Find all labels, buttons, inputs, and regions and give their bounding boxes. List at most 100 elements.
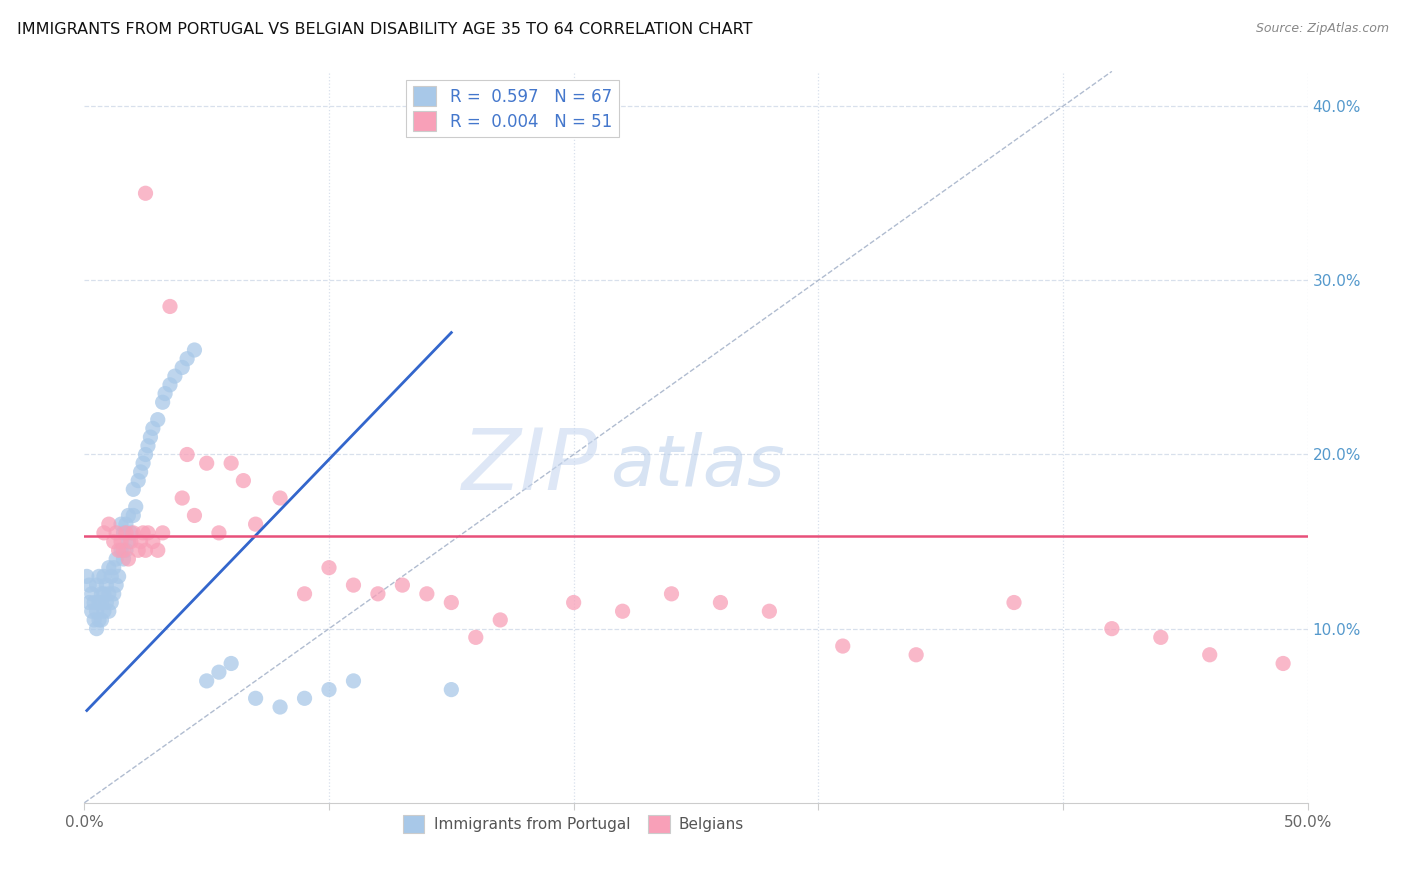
Point <box>905 648 928 662</box>
Point <box>440 682 463 697</box>
Point <box>318 682 340 697</box>
Point <box>127 543 149 558</box>
Point <box>105 578 128 592</box>
Point <box>117 508 139 523</box>
Point <box>77 595 100 609</box>
Point <box>294 691 316 706</box>
Point <box>1198 648 1220 662</box>
Point <box>112 552 135 566</box>
Point <box>129 465 152 479</box>
Point <box>122 508 145 523</box>
Point <box>152 525 174 540</box>
Point <box>90 613 112 627</box>
Point <box>127 474 149 488</box>
Point <box>132 456 155 470</box>
Point <box>172 360 194 375</box>
Point <box>80 587 103 601</box>
Point <box>105 552 128 566</box>
Point <box>219 456 242 470</box>
Point <box>120 525 142 540</box>
Point <box>318 560 340 574</box>
Point <box>172 491 194 505</box>
Point <box>391 578 413 592</box>
Point <box>661 587 683 601</box>
Point <box>342 673 364 688</box>
Point <box>1002 595 1025 609</box>
Point <box>122 525 145 540</box>
Point <box>107 569 129 583</box>
Point <box>87 569 110 583</box>
Point <box>112 543 135 558</box>
Point <box>112 525 135 540</box>
Point <box>183 343 205 357</box>
Point <box>142 534 165 549</box>
Point <box>117 552 139 566</box>
Point <box>153 386 176 401</box>
Point <box>152 395 174 409</box>
Point <box>139 430 162 444</box>
Point <box>245 517 267 532</box>
Point <box>103 534 125 549</box>
Point <box>129 534 152 549</box>
Point <box>86 578 108 592</box>
Point <box>83 613 105 627</box>
Point <box>416 587 439 601</box>
Text: IMMIGRANTS FROM PORTUGAL VS BELGIAN DISABILITY AGE 35 TO 64 CORRELATION CHART: IMMIGRANTS FROM PORTUGAL VS BELGIAN DISA… <box>17 22 752 37</box>
Point <box>269 491 291 505</box>
Point <box>103 560 125 574</box>
Point <box>159 300 181 314</box>
Point <box>1150 631 1173 645</box>
Point <box>77 578 100 592</box>
Point <box>489 613 512 627</box>
Point <box>342 578 364 592</box>
Point <box>135 543 157 558</box>
Point <box>76 569 98 583</box>
Point <box>176 448 198 462</box>
Point <box>93 569 115 583</box>
Legend: Immigrants from Portugal, Belgians: Immigrants from Portugal, Belgians <box>396 809 751 839</box>
Point <box>103 587 125 601</box>
Point <box>125 500 148 514</box>
Point <box>163 369 186 384</box>
Text: atlas: atlas <box>610 432 785 500</box>
Point <box>107 543 129 558</box>
Point <box>1101 622 1123 636</box>
Point <box>97 604 120 618</box>
Point <box>709 595 731 609</box>
Point <box>132 525 155 540</box>
Point <box>100 569 122 583</box>
Point <box>195 456 218 470</box>
Point <box>86 622 108 636</box>
Point <box>146 543 169 558</box>
Point <box>219 657 242 671</box>
Point <box>115 517 138 532</box>
Point <box>110 517 132 532</box>
Point <box>159 377 181 392</box>
Point <box>176 351 198 366</box>
Point <box>115 525 138 540</box>
Point <box>80 604 103 618</box>
Point <box>367 587 389 601</box>
Point <box>93 604 115 618</box>
Text: Source: ZipAtlas.com: Source: ZipAtlas.com <box>1256 22 1389 36</box>
Point <box>86 604 108 618</box>
Point <box>87 613 110 627</box>
Point <box>1272 657 1295 671</box>
Point <box>758 604 780 618</box>
Point <box>97 587 120 601</box>
Point <box>110 534 132 549</box>
Point <box>115 543 138 558</box>
Point <box>122 483 145 497</box>
Point <box>105 525 128 540</box>
Point <box>208 665 231 680</box>
Point <box>97 560 120 574</box>
Point <box>110 543 132 558</box>
Point <box>96 595 118 609</box>
Point <box>100 595 122 609</box>
Point <box>464 631 486 645</box>
Point <box>97 517 120 532</box>
Point <box>183 508 205 523</box>
Point <box>93 587 115 601</box>
Point <box>831 639 853 653</box>
Point <box>117 534 139 549</box>
